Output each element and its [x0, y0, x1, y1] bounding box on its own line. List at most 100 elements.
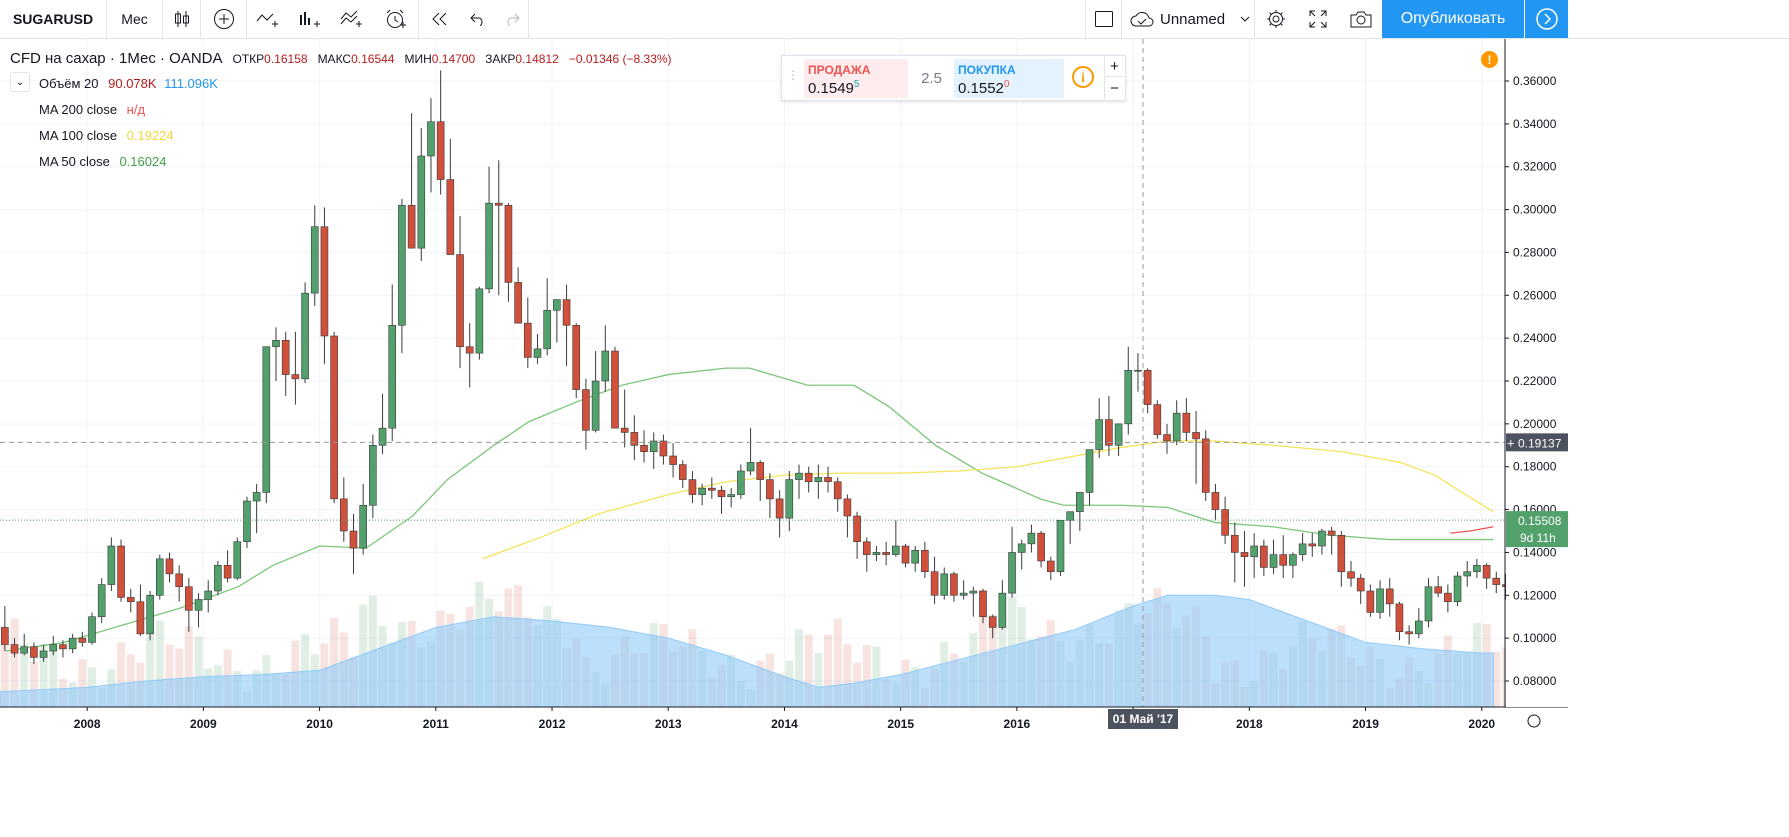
save-layout-button[interactable]: Unnamed: [1121, 0, 1255, 38]
candle-down: [1279, 554, 1288, 566]
volume-legend[interactable]: Объём 20 90.078K 111.096K: [39, 76, 218, 91]
candle-up: [1172, 412, 1181, 442]
indicators-button[interactable]: [247, 0, 289, 38]
candle-down: [804, 472, 813, 483]
candle-down: [291, 374, 300, 380]
volume-bar: [1492, 651, 1501, 707]
financials-button[interactable]: [289, 0, 331, 38]
volume-bar: [804, 634, 813, 707]
candle-down: [330, 335, 338, 500]
publish-label: Опубликовать: [1400, 10, 1506, 27]
settings-button[interactable]: [1255, 0, 1297, 38]
replay-button[interactable]: [419, 0, 461, 38]
candle-up: [1289, 554, 1297, 566]
interval-button[interactable]: Мес: [107, 0, 163, 38]
spread-value: 2.5: [921, 70, 942, 87]
increase-button[interactable]: +: [1104, 56, 1124, 77]
candle-up: [1095, 419, 1104, 450]
candle-up: [727, 494, 735, 498]
candle-down: [756, 462, 765, 480]
candle-up: [1453, 575, 1462, 603]
fullscreen-button[interactable]: [1297, 0, 1339, 38]
time-tick-label: 2014: [771, 717, 798, 731]
decrease-button[interactable]: −: [1104, 78, 1124, 99]
compare-button[interactable]: [331, 0, 373, 38]
candle-up: [969, 590, 978, 594]
candle-up: [378, 427, 387, 446]
publish-menu-button[interactable]: [1525, 0, 1568, 38]
axis-settings-icon[interactable]: [1527, 714, 1541, 728]
candle-down: [78, 637, 87, 643]
price-tick-label: 0.08000: [1513, 674, 1557, 688]
volume-ma-area: [0, 594, 1494, 708]
layout-name: Unnamed: [1160, 10, 1226, 28]
price-chart[interactable]: 0.080000.100000.120000.140000.160000.180…: [0, 39, 1568, 837]
publish-button[interactable]: Опубликовать: [1382, 0, 1524, 38]
add-indicator-button[interactable]: [201, 0, 247, 38]
legend-collapse-button[interactable]: ⌄: [10, 72, 30, 92]
candle-up: [1376, 588, 1384, 613]
ma50-legend[interactable]: MA 50 close 0.16024: [39, 154, 166, 169]
candle-down: [1482, 564, 1491, 579]
candle-down: [620, 427, 629, 433]
chart-style-button[interactable]: [163, 0, 201, 38]
candle-up: [1298, 543, 1307, 555]
square-icon: [1094, 11, 1113, 27]
symbol-search[interactable]: SUGARUSD: [0, 0, 107, 38]
candle-down: [456, 254, 464, 348]
redo-button[interactable]: [495, 0, 529, 38]
ma50-value: 0.16024: [119, 154, 167, 169]
candle-up: [214, 564, 222, 592]
volume-bar: [20, 644, 29, 707]
candle-down: [843, 498, 852, 517]
ma200-legend[interactable]: MA 200 close н/д: [39, 102, 145, 117]
ma100-legend[interactable]: MA 100 close 0.19224: [39, 128, 174, 143]
candle-down: [340, 498, 348, 532]
candle-down: [775, 498, 784, 519]
layout-button[interactable]: [1085, 0, 1121, 38]
candles-icon: [174, 11, 189, 27]
volume-bar: [0, 634, 9, 707]
candle-up: [49, 644, 58, 652]
candle-down: [465, 346, 474, 354]
volume-bar: [794, 628, 803, 707]
candle-down: [901, 545, 910, 564]
candle-down: [281, 339, 290, 375]
low-label: МИН: [404, 52, 432, 66]
time-tick-label: 2013: [655, 717, 682, 731]
warning-icon[interactable]: !: [1481, 51, 1498, 68]
series-legend: CFD на сахар · 1Мес · OANDA ОТКР0.16158 …: [10, 50, 672, 67]
candle-down: [930, 571, 939, 596]
info-icon[interactable]: i: [1072, 66, 1094, 88]
candle-down: [562, 299, 571, 326]
price-tick-label: 0.26000: [1513, 288, 1557, 302]
candle-down: [1221, 509, 1229, 536]
buy-button[interactable]: ПОКУПКА 0.15520: [954, 59, 1064, 98]
candle-down: [853, 515, 861, 543]
undo-button[interactable]: [461, 0, 495, 38]
crosshair-plus-icon: +: [1507, 435, 1515, 450]
top-toolbar: SUGARUSD Мес Unnamed Опубликовать: [0, 0, 1789, 39]
candle-down: [1182, 412, 1191, 433]
candle-down: [524, 322, 532, 358]
price-tick-label: 0.10000: [1513, 631, 1557, 645]
price-tick-label: 0.32000: [1513, 160, 1557, 174]
candle-down: [446, 179, 455, 255]
candle-up: [591, 380, 600, 431]
candle-up: [1463, 571, 1472, 577]
candle-down: [640, 444, 648, 453]
candle-down: [611, 350, 619, 429]
candle-down: [1, 627, 9, 645]
alert-button[interactable]: [373, 0, 419, 38]
candle-up: [427, 121, 435, 157]
candle-up: [1424, 586, 1433, 622]
symbol-title: CFD на сахар · 1Мес · OANDA: [10, 50, 223, 67]
candle-down: [1327, 530, 1336, 536]
candle-down: [1347, 571, 1355, 579]
candle-down: [10, 644, 19, 654]
candle-down: [1260, 545, 1268, 568]
snapshot-button[interactable]: [1339, 0, 1382, 38]
sell-button[interactable]: ПРОДАЖА 0.15495: [804, 59, 908, 98]
redo-icon: [507, 13, 520, 26]
volume-bar: [194, 636, 203, 707]
